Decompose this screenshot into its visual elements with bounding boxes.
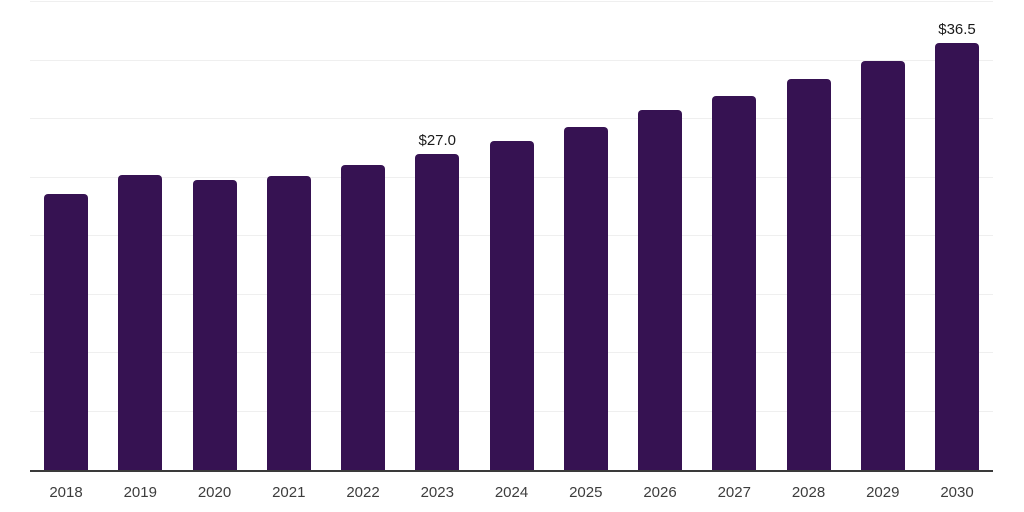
bar-2025 [563,127,608,470]
bar-2023 [415,154,460,470]
x-axis-tick-label-2018: 2018 [49,484,83,501]
bar-2018 [44,193,88,470]
x-axis-line [30,470,993,472]
x-axis-tick-label-2020: 2020 [197,484,232,501]
bar-slot-2023: $27.0 2023 [415,2,460,500]
x-axis-tick-label-2022: 2022 [346,484,380,501]
bar-slot-2020: 2020 [192,2,237,500]
x-axis-tick-label-2019: 2019 [123,484,157,501]
bar-slot-2018: 2018 [44,2,88,500]
bar-2030 [935,42,979,470]
bar-slot-2028: 2028 [786,2,831,500]
bar-slot-2029: 2029 [860,2,905,500]
x-axis-tick-label-2025: 2025 [569,484,603,501]
bar-slot-2030: $36.5 2030 [935,2,979,500]
bar-2020 [192,179,237,470]
x-axis-tick-label-2027: 2027 [717,484,751,501]
bar-slot-2022: 2022 [341,2,385,500]
bar-slot-2024: 2024 [489,2,534,500]
gridline-40 [30,1,993,2]
bar-slot-2027: 2027 [712,2,757,500]
x-axis-tick-label-2024: 2024 [494,484,529,501]
x-axis-tick-label-2028: 2028 [791,484,826,501]
bar-value-label-2023: $27.0 [418,132,457,150]
x-axis-tick-label-2021: 2021 [272,484,306,501]
gridline-30 [30,118,993,119]
x-axis-tick-label-2023: 2023 [420,484,454,501]
bar-2021 [266,176,311,470]
plot-area: 2018 2019 2020 2021 2022 $27.0 2023 2024 2025 202… [30,1,993,500]
bar-2019 [118,175,163,470]
bar-slot-2021: 2021 [266,2,311,500]
bar-slot-2026: 2026 [638,2,682,500]
bar-2029 [860,60,905,470]
bar-value-label-2030: $36.5 [938,20,976,38]
bar-slot-2025: 2025 [563,2,608,500]
bar-2026 [638,109,682,470]
x-axis-tick-label-2026: 2026 [643,484,677,501]
bar-2028 [786,79,831,470]
bar-2022 [341,164,385,470]
gridline-35 [30,59,993,61]
x-axis-tick-label-2030: 2030 [940,484,974,501]
x-axis-tick-label-2029: 2029 [866,484,900,501]
bars-row: 2018 2019 2020 2021 2022 $27.0 2023 2024 2025 202… [30,2,993,500]
bar-2027 [712,95,757,470]
bar-2024 [489,141,534,470]
bar-slot-2019: 2019 [118,2,163,500]
